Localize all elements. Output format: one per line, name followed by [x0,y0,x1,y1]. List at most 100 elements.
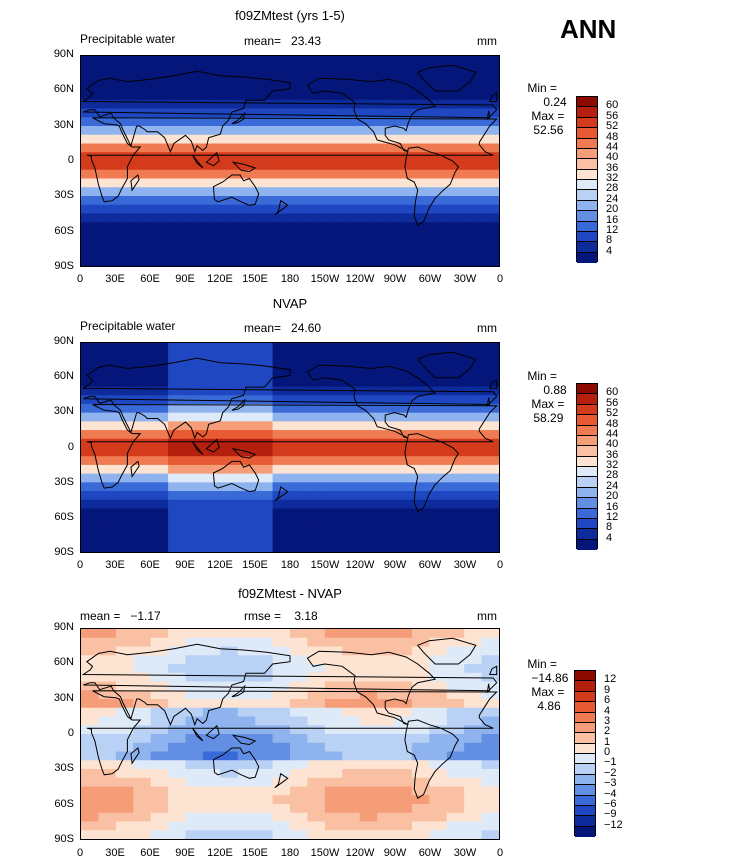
field-cell [411,204,430,215]
field-cell [133,213,152,223]
field-cell [324,734,343,744]
field-cell [237,456,256,466]
field-cell [359,473,378,483]
field-cell [377,769,396,779]
field-cell [202,769,221,779]
field-cell [377,690,396,700]
field-cell [255,395,274,405]
field-cell [394,204,413,215]
field-cell [481,395,499,405]
field-cell [307,534,326,544]
field-cell [168,117,187,127]
field-cell [185,231,204,241]
field-cell [411,108,430,118]
panel-1-variable-label: Precipitable water [80,32,176,46]
field-cell [220,412,239,422]
field-cell [185,178,204,188]
field-cell [464,178,483,188]
field-cell [272,421,291,431]
field-cell [307,769,326,779]
field-cell [133,91,152,101]
field-cell [220,664,239,674]
field-cell [377,646,396,656]
field-cell [272,707,291,718]
colorbar-tick-label: 48 [606,130,619,143]
field-cell [168,178,187,188]
field-cell [342,517,361,527]
field-cell [324,629,343,639]
field-cell [411,117,430,127]
field-cell [255,213,274,223]
field-cell [394,222,413,232]
field-cell [359,377,378,388]
field-cell [185,91,204,101]
field-cell [429,187,448,197]
field-cell [464,456,483,466]
field-cell [377,56,396,66]
field-cell [342,239,361,250]
colorbar-tick-label: 48 [606,417,619,430]
field-cell [324,534,343,544]
colorbar-swatch [577,498,597,509]
field-cell [237,196,256,206]
field-cell [411,508,430,518]
colorbar-swatch [577,148,597,160]
colorbar-swatch [577,425,597,436]
field-cell [411,543,430,552]
field-cell [290,412,309,422]
field-cell [394,716,413,726]
field-cell [115,734,134,744]
field-cell [342,804,361,814]
field-cell [237,637,256,648]
field-cell [81,742,100,753]
field-cell [394,830,413,839]
field-cell [185,499,204,510]
field-cell [202,672,221,683]
field-cell [481,360,499,370]
field-cell [377,804,396,814]
field-cell [359,161,378,171]
field-cell [255,525,274,536]
field-cell [324,386,343,396]
field-cell [185,491,204,501]
field-cell [220,386,239,396]
field-cell [411,343,430,353]
field-cell [255,716,274,726]
field-cell [446,725,465,735]
field-cell [133,161,152,171]
field-cell [481,412,499,422]
field-cell [394,126,413,136]
field-cell [359,403,378,414]
field-cell [255,248,274,258]
field-cell [150,664,169,674]
field-cell [220,351,239,362]
field-cell [429,126,448,136]
field-cell [202,447,221,457]
field-cell [324,777,343,788]
field-cell [464,64,483,75]
latitude-tick-label: 60N [53,656,74,669]
field-cell [307,152,326,162]
field-cell [446,152,465,162]
field-cell [133,360,152,370]
colorbar-swatch [577,252,597,263]
field-cell [394,187,413,197]
field-cell [394,395,413,405]
colorbar-tick-label: 16 [606,213,619,226]
field-cell [324,412,343,422]
field-cell [464,239,483,250]
field-cell [133,707,152,718]
field-cell [202,134,221,145]
field-cell [394,725,413,735]
field-cell [115,447,134,457]
field-cell [185,786,204,796]
field-cell [359,351,378,362]
field-cell [394,499,413,510]
field-cell [481,777,499,788]
field-cell [168,351,187,362]
field-cell [185,248,204,258]
field-cell [185,517,204,527]
field-cell [220,126,239,136]
colorbar-swatch [577,446,597,457]
field-cell [359,178,378,188]
